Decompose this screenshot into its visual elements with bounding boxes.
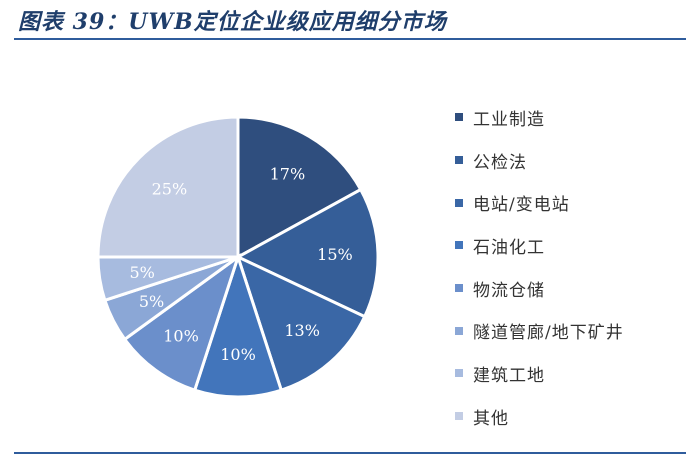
legend-swatch-6 xyxy=(455,369,463,378)
legend-label-6: 建筑工地 xyxy=(473,365,545,386)
slice-label-4: 10% xyxy=(163,326,199,345)
legend-label-4: 物流仓储 xyxy=(473,280,545,301)
top-divider xyxy=(14,38,686,40)
legend-item-6: 建筑工地 xyxy=(455,352,624,395)
legend-item-1: 公检法 xyxy=(455,139,624,182)
legend-label-5: 隧道管廊/地下矿井 xyxy=(473,323,624,344)
legend: 工业制造公检法电站/变电站 石油化工物流仓储隧道管廊/地下矿井 建筑工地其他 xyxy=(455,96,624,438)
legend-label-7: 其他 xyxy=(473,408,509,429)
pie-slice-4 xyxy=(122,253,241,393)
legend-item-3: 石油化工 xyxy=(455,224,624,267)
bottom-divider xyxy=(14,452,686,454)
legend-item-7: 其他 xyxy=(455,395,624,438)
legend-item-0: 工业制造 xyxy=(455,96,624,139)
legend-swatch-0 xyxy=(455,113,463,122)
legend-label-2: 电站/变电站 xyxy=(473,195,570,216)
slice-label-3: 10% xyxy=(220,345,256,364)
chart-title: 图表 39：UWB定位企业级应用细分市场 xyxy=(18,9,447,35)
pie-slice-1 xyxy=(234,187,380,319)
legend-swatch-1 xyxy=(455,156,463,165)
slice-label-0: 17% xyxy=(270,165,306,184)
legend-label-1: 公检法 xyxy=(473,152,527,173)
legend-swatch-3 xyxy=(455,241,463,250)
slice-label-1: 15% xyxy=(317,245,353,264)
legend-item-5: 隧道管廊/地下矿井 xyxy=(455,309,624,352)
legend-label-0: 工业制造 xyxy=(473,109,545,130)
legend-label-3: 石油化工 xyxy=(473,237,545,258)
legend-swatch-4 xyxy=(455,284,463,293)
slice-label-7: 25% xyxy=(152,179,188,198)
legend-item-2: 电站/变电站 xyxy=(455,181,624,224)
legend-swatch-7 xyxy=(455,412,463,421)
slice-label-5: 5% xyxy=(139,292,164,311)
pie-slice-3 xyxy=(192,252,284,399)
slice-label-6: 5% xyxy=(129,263,154,282)
slice-label-2: 13% xyxy=(284,321,320,340)
legend-item-4: 物流仓储 xyxy=(455,267,624,310)
legend-swatch-5 xyxy=(455,326,463,335)
pie-slice-2 xyxy=(235,254,367,393)
pie-slice-0 xyxy=(236,115,363,260)
legend-swatch-2 xyxy=(455,198,463,207)
pie-slice-7 xyxy=(96,115,240,259)
